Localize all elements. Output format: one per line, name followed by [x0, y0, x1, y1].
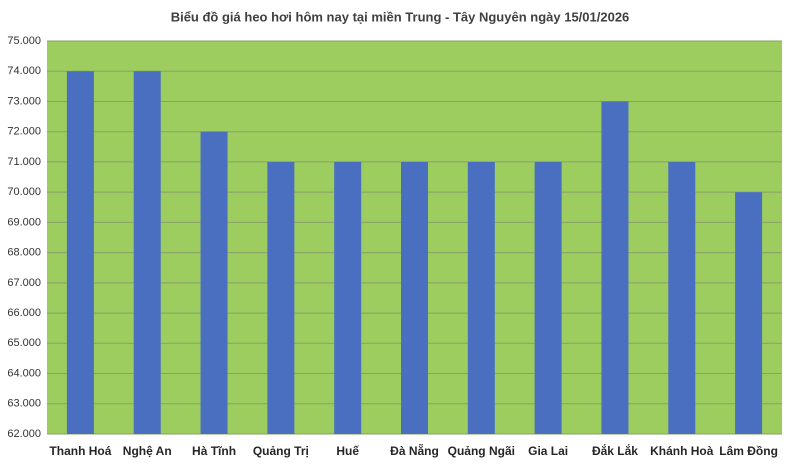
- y-tick-label: 65.000: [7, 337, 41, 349]
- y-tick-label: 75.000: [7, 35, 41, 47]
- x-tick-label: Đà Nẵng: [390, 443, 439, 458]
- x-tick-label: Lâm Đồng: [719, 444, 778, 458]
- bar: [334, 161, 362, 434]
- y-tick-label: 74.000: [7, 65, 41, 77]
- y-tick-label: 63.000: [7, 398, 41, 410]
- x-tick-label: Quảng Ngãi: [448, 444, 515, 458]
- bar: [601, 101, 629, 434]
- x-tick-label: Khánh Hoà: [650, 444, 714, 458]
- y-tick-label: 66.000: [7, 307, 41, 319]
- x-tick-label: Huế: [336, 444, 359, 458]
- bar: [133, 71, 161, 434]
- x-tick-label: Quảng Trị: [253, 444, 309, 458]
- x-tick-label: Nghệ An: [123, 444, 172, 458]
- x-tick-label: Đắk Lắk: [592, 443, 638, 458]
- y-tick-label: 70.000: [7, 186, 41, 198]
- x-tick-label: Hà Tĩnh: [192, 444, 236, 458]
- y-tick-label: 73.000: [7, 95, 41, 107]
- y-tick-label: 68.000: [7, 247, 41, 259]
- bar: [66, 71, 94, 434]
- bar: [668, 161, 696, 434]
- y-tick-label: 69.000: [7, 216, 41, 228]
- x-tick-label: Gia Lai: [528, 444, 568, 458]
- y-tick-label: 67.000: [7, 277, 41, 289]
- bar: [401, 161, 428, 434]
- chart-title: Biểu đồ giá heo hơi hôm nay tại miền Tru…: [171, 9, 630, 24]
- y-tick-label: 62.000: [7, 428, 41, 440]
- y-tick-label: 64.000: [7, 367, 41, 379]
- y-tick-label: 72.000: [7, 126, 41, 138]
- bar: [200, 131, 228, 434]
- y-tick-label: 71.000: [7, 156, 41, 168]
- bar: [534, 161, 562, 434]
- bar: [267, 161, 295, 434]
- bar: [467, 161, 495, 434]
- bar: [735, 192, 763, 434]
- x-tick-label: Thanh Hoá: [49, 444, 111, 458]
